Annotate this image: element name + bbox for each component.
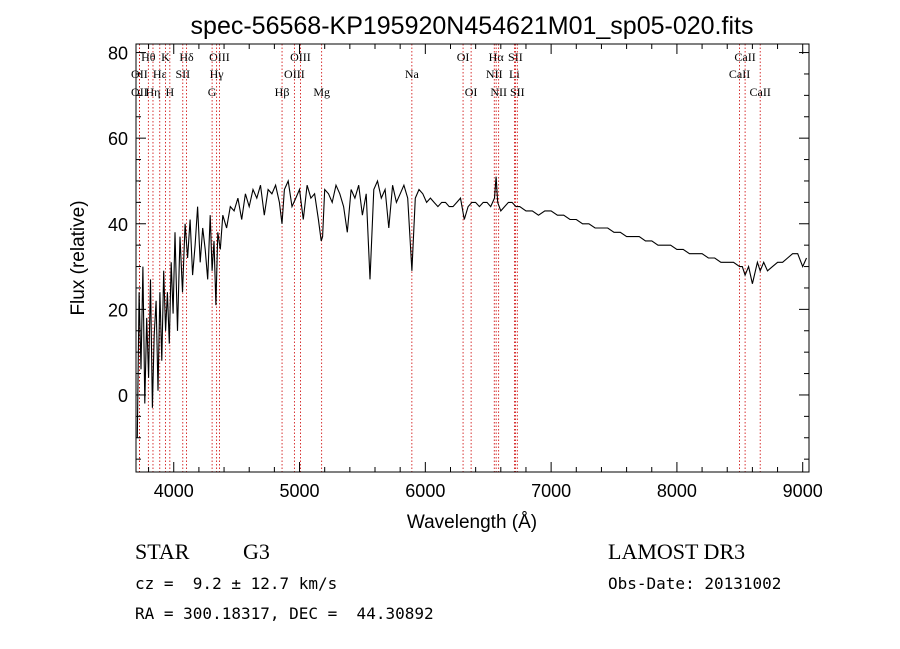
chart-title: spec-56568-KP195920N454621M01_sp05-020.f… xyxy=(191,12,754,40)
object-class: STAR xyxy=(135,539,190,564)
line-label: OIII xyxy=(290,50,311,64)
obs-date: Obs-Date: 20131002 xyxy=(608,574,782,593)
line-label: G xyxy=(208,85,217,99)
line-label: Hγ xyxy=(210,67,225,81)
object-subclass: G3 xyxy=(243,539,270,564)
line-label: OI xyxy=(465,85,478,99)
redshift-text: cz = 9.2 ± 12.7 km/s xyxy=(135,574,338,593)
x-tick-label: 5000 xyxy=(280,481,320,501)
y-tick-label: 80 xyxy=(108,44,128,64)
spectrum-line xyxy=(136,176,808,438)
line-label: Hδ xyxy=(179,50,194,64)
x-tick-label: 6000 xyxy=(405,481,445,501)
line-label: CaII xyxy=(750,85,771,99)
line-label: SII xyxy=(175,67,190,81)
x-tick-label: 9000 xyxy=(783,481,823,501)
line-label: OIII xyxy=(209,50,230,64)
line-label: K xyxy=(161,50,170,64)
y-tick-label: 40 xyxy=(108,215,128,235)
line-label: Hα xyxy=(489,50,505,64)
coordinates-text: RA = 300.18317, DEC = 44.30892 xyxy=(135,604,434,623)
line-label: NII xyxy=(490,85,507,99)
line-label: OI xyxy=(457,50,470,64)
line-label: Hη xyxy=(146,85,161,99)
line-label: SII xyxy=(510,85,525,99)
line-label: CaII xyxy=(734,50,755,64)
line-label: Hε xyxy=(153,67,167,81)
plot-frame xyxy=(135,43,810,473)
line-label: Na xyxy=(405,67,420,81)
y-axis-label: Flux (relative) xyxy=(68,200,89,315)
line-label: OIII xyxy=(284,67,305,81)
survey-name: LAMOST DR3 xyxy=(608,539,746,564)
y-tick-label: 60 xyxy=(108,129,128,149)
x-tick-label: 7000 xyxy=(531,481,571,501)
line-label: SII xyxy=(508,50,523,64)
line-label: NII xyxy=(486,67,503,81)
line-label: Hβ xyxy=(275,85,290,99)
line-label: H xyxy=(166,85,175,99)
x-tick-label: 8000 xyxy=(657,481,697,501)
line-label: Mg xyxy=(313,85,330,99)
line-label: CaII xyxy=(729,67,750,81)
line-label: Hθ xyxy=(141,50,156,64)
x-tick-label: 4000 xyxy=(154,481,194,501)
axis-ticks: 4000 5000 6000 7000 8000 9000 0 20 40 60 80 xyxy=(108,44,823,501)
y-tick-label: 20 xyxy=(108,300,128,320)
line-markers: HθOIIOIIKHεHηHHδSIIOIIIHγGHβOIIIOIIIMgNa… xyxy=(131,44,771,472)
y-tick-label: 0 xyxy=(118,386,128,406)
x-axis-label: Wavelength (Å) xyxy=(407,512,537,533)
line-label: OII xyxy=(131,85,148,99)
line-label: Li xyxy=(509,67,520,81)
